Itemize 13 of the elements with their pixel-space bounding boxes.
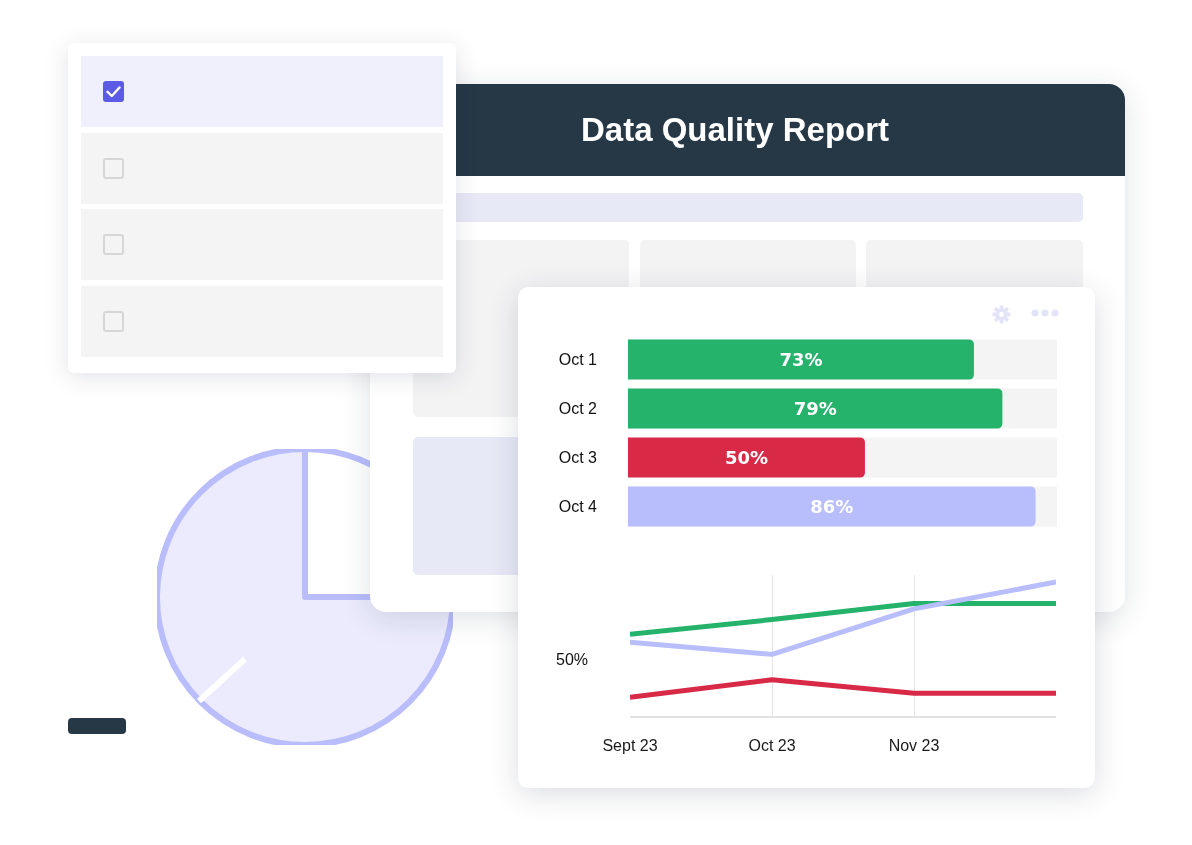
data-label: 50% <box>724 447 769 468</box>
y-tick-label: Oct 1 <box>558 351 598 369</box>
y-tick-label: Oct 3 <box>558 449 598 467</box>
data-label: 86% <box>810 496 854 517</box>
x-tick-label: Sept 23 <box>602 736 658 754</box>
y-tick-label: Oct 4 <box>558 498 598 516</box>
y-tick-label: Oct 2 <box>558 400 598 418</box>
text: 50% <box>556 651 589 668</box>
x-tick-label: Oct 23 <box>748 736 796 754</box>
data-label: 73% <box>779 349 823 370</box>
chart-title: Data Quality Report <box>580 111 890 149</box>
data-label: 79% <box>793 398 837 419</box>
x-tick-label: Nov 23 <box>888 736 940 754</box>
